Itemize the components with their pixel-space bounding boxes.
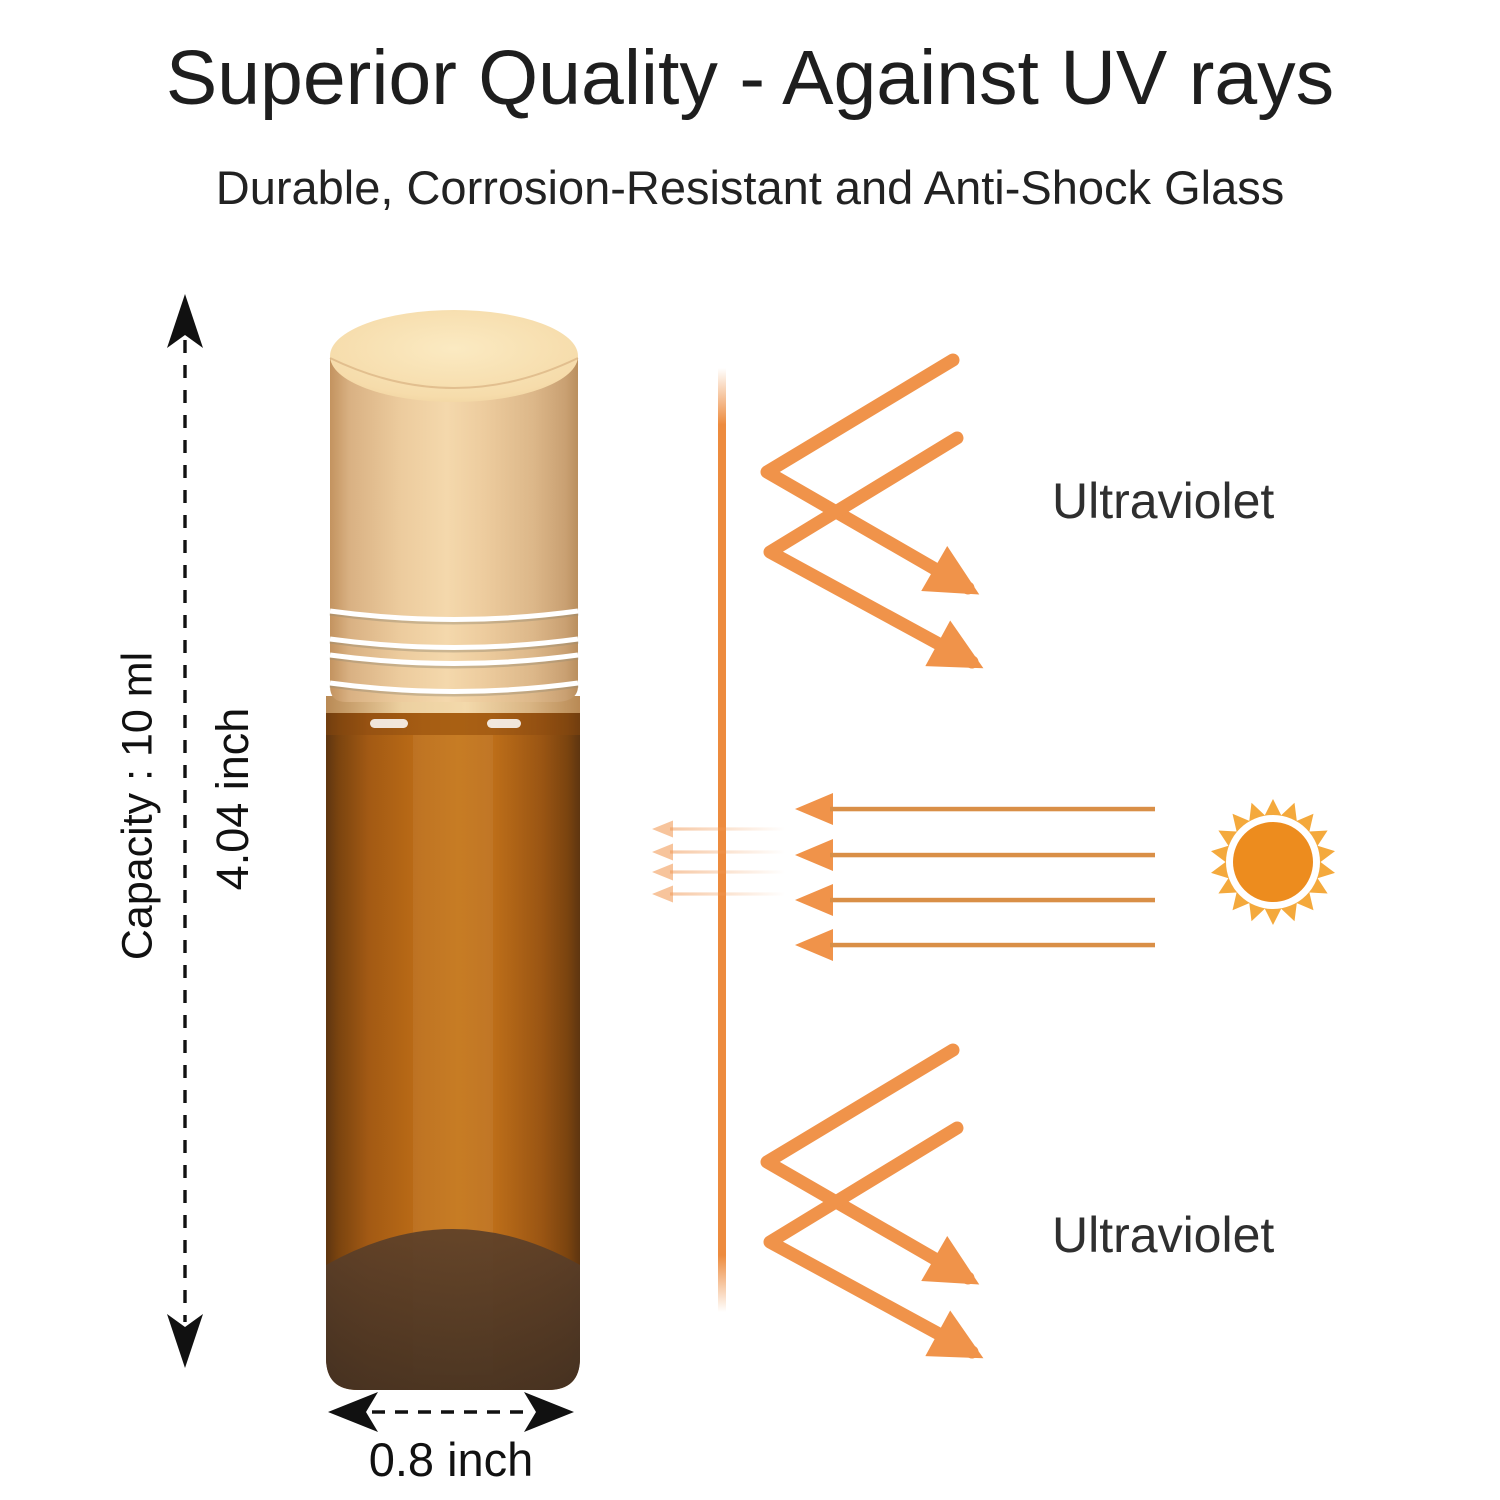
width-label: 0.8 inch [368, 1433, 534, 1486]
uv-barrier-line [718, 368, 726, 1312]
bottle-glass-body [326, 696, 580, 1390]
page-title: Superior Quality - Against UV rays [165, 35, 1335, 121]
height-label: 4.04 inch [207, 707, 258, 891]
uv-bounce-arrows-bottom-icon [760, 1043, 984, 1359]
width-dimension-arrow-icon [328, 1392, 574, 1432]
capacity-label: Capacity : 10 ml [113, 651, 162, 961]
bottle-cap [329, 310, 579, 702]
uv-bounce-arrows-top-icon [760, 353, 984, 669]
sun-rays-blocked-icon [795, 793, 1155, 961]
height-dimension-arrow-icon [167, 294, 203, 1368]
ultraviolet-label-bottom: Ultraviolet [1052, 1207, 1275, 1263]
uv-protection-diagram [652, 353, 1335, 1359]
sun-rays-attenuated-icon [652, 820, 785, 903]
cap-silver-rings [329, 608, 579, 697]
page-subtitle: Durable, Corrosion-Resistant and Anti-Sh… [215, 161, 1285, 214]
ultraviolet-label-top: Ultraviolet [1052, 473, 1275, 529]
sun-icon [1211, 799, 1335, 925]
roller-bottle-illustration [326, 310, 580, 1390]
